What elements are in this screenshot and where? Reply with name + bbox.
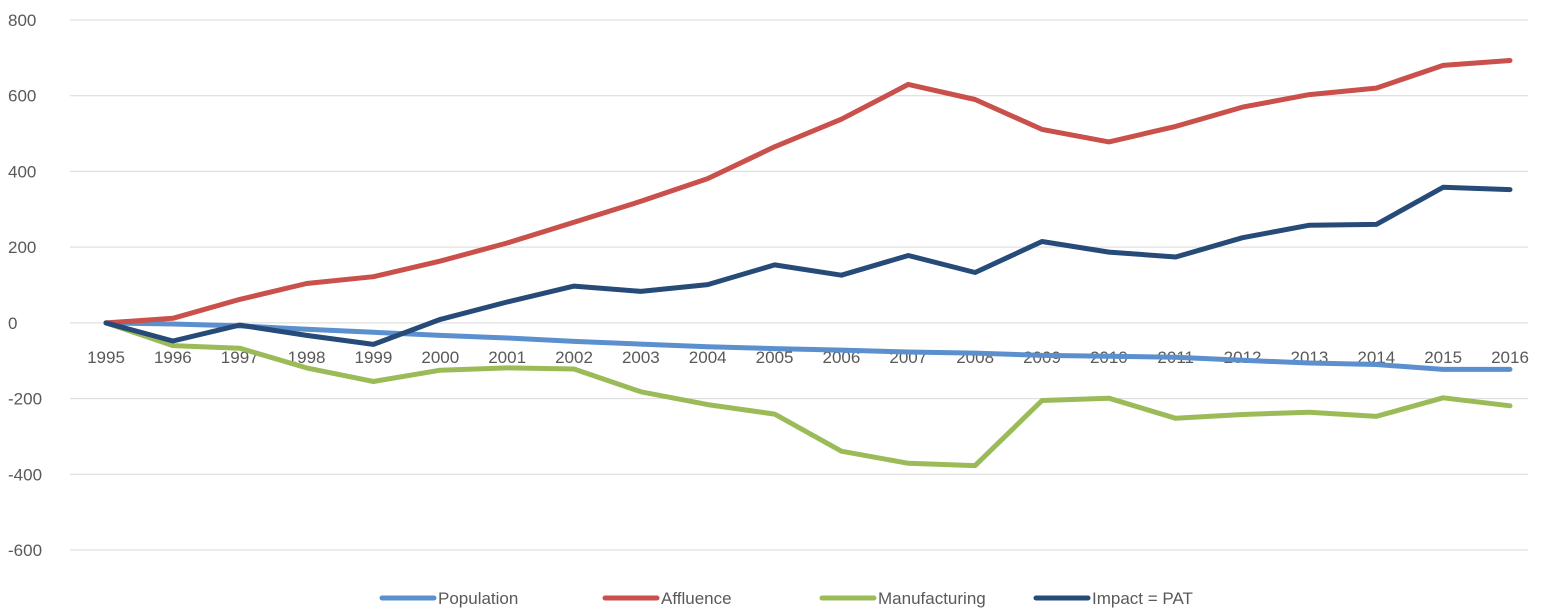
x-tick-label: 2005 [756,348,794,367]
y-tick-label: 200 [8,238,36,257]
y-tick-label: 0 [8,314,17,333]
series-line-affluence [103,58,1513,326]
y-tick-label: -200 [8,390,42,409]
x-tick-label: 1996 [154,348,192,367]
legend-label: Impact = PAT [1092,589,1193,608]
y-tick-label: -400 [8,465,42,484]
y-tick-label: 400 [8,162,36,181]
x-tick-label: 2001 [488,348,526,367]
x-tick-label: 2002 [555,348,593,367]
series-line-manufacturing [103,320,1513,469]
x-tick-label: 2016 [1491,348,1529,367]
legend: Population Affluence Manufacturing Impact =… [379,589,1193,608]
y-axis-tick-labels: -600 -400 -200 0 200 400 600 800 [8,11,42,560]
x-tick-label: 2004 [689,348,727,367]
x-tick-label: 1995 [87,348,125,367]
y-tick-label: -600 [8,541,42,560]
x-tick-label: 2000 [421,348,459,367]
series-line-population [103,320,1513,372]
y-tick-label: 800 [8,11,36,30]
legend-label: Affluence [661,589,732,608]
legend-label: Manufacturing [878,589,986,608]
y-tick-label: 600 [8,87,36,106]
series-lines [103,58,1513,469]
gridlines [70,19,1528,551]
x-tick-label: 1998 [288,348,326,367]
series-line-impact-pat [103,184,1513,347]
x-tick-label: 1999 [355,348,393,367]
x-tick-label: 2015 [1424,348,1462,367]
legend-label: Population [438,589,518,608]
x-tick-label: 2003 [622,348,660,367]
